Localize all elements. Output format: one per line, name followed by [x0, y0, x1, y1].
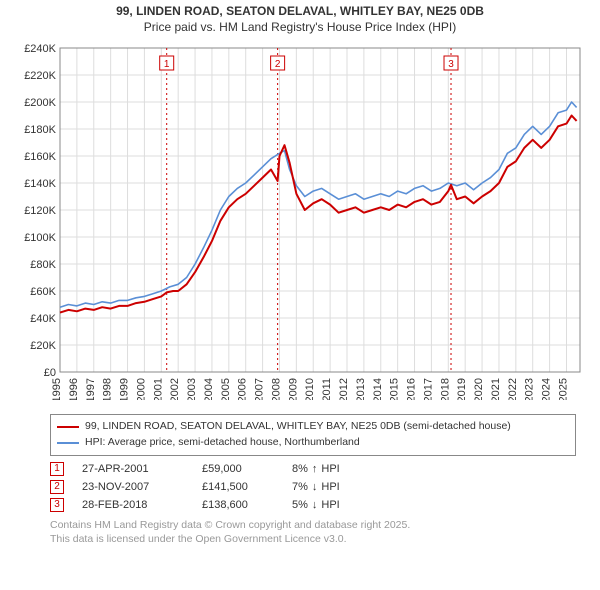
svg-text:2008: 2008 — [270, 378, 282, 400]
svg-text:2025: 2025 — [557, 378, 569, 400]
arrow-up-icon: ↑ — [312, 463, 318, 475]
svg-text:2004: 2004 — [203, 378, 215, 400]
sale-date: 23-NOV-2007 — [82, 481, 202, 493]
svg-text:£160K: £160K — [24, 151, 56, 163]
sale-row: 3 28-FEB-2018£138,6005%↓HPI — [50, 498, 576, 512]
svg-text:1998: 1998 — [102, 378, 114, 400]
legend-item: HPI: Average price, semi-detached house,… — [57, 435, 569, 451]
title-address: 99, LINDEN ROAD, SEATON DELAVAL, WHITLEY… — [4, 4, 596, 18]
svg-text:£240K: £240K — [24, 43, 56, 55]
svg-text:£200K: £200K — [24, 97, 56, 109]
arrow-down-icon: ↓ — [312, 481, 318, 493]
sale-hpi: 5%↓HPI — [292, 499, 340, 511]
svg-text:2015: 2015 — [389, 378, 401, 400]
legend-item: 99, LINDEN ROAD, SEATON DELAVAL, WHITLEY… — [57, 419, 569, 435]
svg-text:£100K: £100K — [24, 232, 56, 244]
svg-text:2011: 2011 — [321, 378, 333, 400]
sale-marker-box: 3 — [50, 498, 64, 512]
svg-text:2017: 2017 — [422, 378, 434, 400]
svg-text:£220K: £220K — [24, 70, 56, 82]
legend-swatch — [57, 442, 79, 444]
svg-text:2019: 2019 — [456, 378, 468, 400]
svg-text:2012: 2012 — [338, 378, 350, 400]
svg-text:2023: 2023 — [524, 378, 536, 400]
svg-text:2020: 2020 — [473, 378, 485, 400]
price-chart: £0 £20K £40K £60K £80K £100K £120K £140K £160K £1… — [14, 40, 584, 400]
sale-date: 28-FEB-2018 — [82, 499, 202, 511]
svg-text:£20K: £20K — [30, 340, 56, 352]
sale-price: £141,500 — [202, 481, 292, 493]
sale-price: £138,600 — [202, 499, 292, 511]
svg-text:2003: 2003 — [186, 378, 198, 400]
arrow-down-icon: ↓ — [312, 499, 318, 511]
sale-price: £59,000 — [202, 463, 292, 475]
sale-marker-box: 2 — [50, 480, 64, 494]
svg-text:£0: £0 — [44, 367, 56, 379]
svg-text:2007: 2007 — [254, 378, 266, 400]
svg-text:2022: 2022 — [507, 378, 519, 400]
svg-text:1: 1 — [164, 59, 170, 70]
svg-text:2021: 2021 — [490, 378, 502, 400]
svg-text:2002: 2002 — [169, 378, 181, 400]
footer-line2: This data is licensed under the Open Gov… — [50, 532, 576, 546]
svg-text:2014: 2014 — [372, 378, 384, 400]
title-subtitle: Price paid vs. HM Land Registry's House … — [4, 20, 596, 34]
svg-text:1996: 1996 — [68, 378, 80, 400]
sale-hpi: 7%↓HPI — [292, 481, 340, 493]
sales-table: 1 27-APR-2001£59,0008%↑HPI 2 23-NOV-2007£14… — [50, 462, 576, 512]
svg-text:3: 3 — [448, 59, 454, 70]
sale-date: 27-APR-2001 — [82, 463, 202, 475]
legend-label: HPI: Average price, semi-detached house,… — [85, 435, 360, 451]
svg-text:£140K: £140K — [24, 178, 56, 190]
chart-title: 99, LINDEN ROAD, SEATON DELAVAL, WHITLEY… — [4, 4, 596, 34]
svg-text:1999: 1999 — [119, 378, 131, 400]
svg-text:£120K: £120K — [24, 205, 56, 217]
footer-attribution: Contains HM Land Registry data © Crown c… — [50, 518, 576, 546]
svg-text:2018: 2018 — [439, 378, 451, 400]
legend-label: 99, LINDEN ROAD, SEATON DELAVAL, WHITLEY… — [85, 419, 511, 435]
svg-text:2010: 2010 — [304, 378, 316, 400]
svg-text:£180K: £180K — [24, 124, 56, 136]
svg-text:2001: 2001 — [152, 378, 164, 400]
svg-text:£60K: £60K — [30, 286, 56, 298]
legend: 99, LINDEN ROAD, SEATON DELAVAL, WHITLEY… — [50, 414, 576, 456]
sale-row: 1 27-APR-2001£59,0008%↑HPI — [50, 462, 576, 476]
svg-text:2000: 2000 — [135, 378, 147, 400]
svg-text:1997: 1997 — [85, 378, 97, 400]
chart-svg: £0 £20K £40K £60K £80K £100K £120K £140K £160K £1… — [14, 40, 584, 400]
sale-hpi: 8%↑HPI — [292, 463, 340, 475]
svg-text:1995: 1995 — [51, 378, 63, 400]
legend-swatch — [57, 426, 79, 428]
svg-text:2006: 2006 — [237, 378, 249, 400]
footer-line1: Contains HM Land Registry data © Crown c… — [50, 518, 576, 532]
svg-text:2013: 2013 — [355, 378, 367, 400]
svg-text:2005: 2005 — [220, 378, 232, 400]
svg-text:2009: 2009 — [287, 378, 299, 400]
sale-marker-box: 1 — [50, 462, 64, 476]
svg-text:£40K: £40K — [30, 313, 56, 325]
sale-row: 2 23-NOV-2007£141,5007%↓HPI — [50, 480, 576, 494]
svg-text:£80K: £80K — [30, 259, 56, 271]
svg-text:2024: 2024 — [541, 378, 553, 400]
svg-text:2016: 2016 — [406, 378, 418, 400]
svg-text:2: 2 — [275, 59, 281, 70]
